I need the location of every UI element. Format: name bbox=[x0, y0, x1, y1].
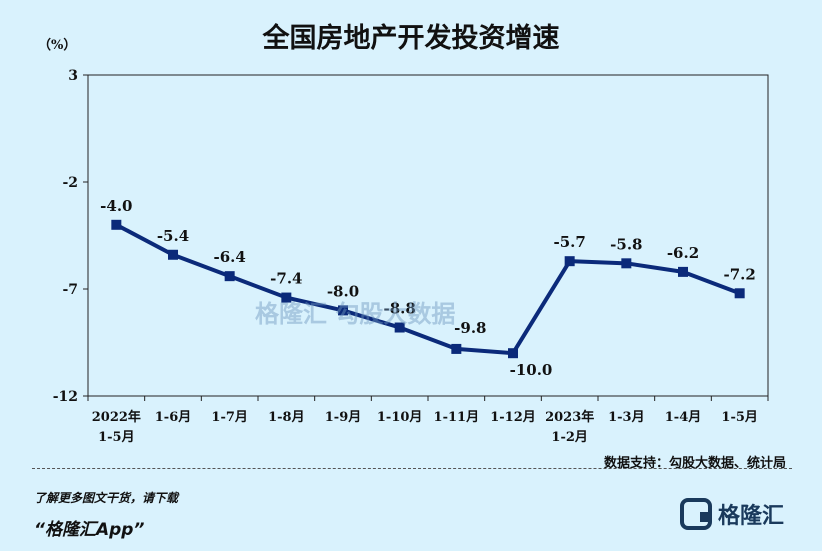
brand-logo: 格隆汇 bbox=[680, 492, 784, 536]
data-point bbox=[338, 305, 348, 316]
series-line bbox=[115, 223, 741, 356]
data-point bbox=[734, 288, 745, 299]
data-point bbox=[224, 271, 235, 282]
data-label: -6.2 bbox=[667, 244, 699, 262]
y-tick-label: -12 bbox=[53, 389, 78, 405]
footer-divider bbox=[32, 468, 792, 469]
y-tick-label: -2 bbox=[62, 175, 78, 191]
x-tick-label: 1-7月 bbox=[211, 410, 248, 425]
data-point bbox=[451, 343, 462, 354]
x-tick-label: 1-5月 bbox=[721, 410, 758, 425]
data-point bbox=[394, 322, 405, 333]
x-tick-label: 1-4月 bbox=[665, 410, 702, 425]
promo-app-name: “格隆汇App” bbox=[34, 520, 145, 540]
x-tick-label: 1-9月 bbox=[325, 410, 362, 425]
chart-title: 全国房地产开发投资增速 bbox=[262, 23, 560, 54]
data-point bbox=[621, 258, 632, 269]
data-label: -5.4 bbox=[157, 227, 189, 245]
data-point bbox=[678, 266, 688, 277]
x-tick-label: 1-10月 bbox=[377, 410, 423, 425]
data-point bbox=[508, 348, 518, 359]
x-tick-label: 1-12月 bbox=[490, 410, 536, 425]
x-tick-label: 1-11月 bbox=[434, 410, 480, 425]
data-label: -4.0 bbox=[100, 197, 132, 215]
x-tick-label: 2023年 bbox=[545, 409, 594, 425]
x-tick-label: 1-6月 bbox=[155, 410, 192, 425]
x-tick-label: 1-5月 bbox=[98, 430, 135, 445]
plot-frame bbox=[87, 74, 769, 397]
x-tick-label: 1-3月 bbox=[608, 410, 645, 425]
data-label: -9.8 bbox=[454, 319, 486, 337]
data-point bbox=[281, 292, 292, 303]
x-tick-label: 1-8月 bbox=[268, 410, 305, 425]
x-tick-label: 1-2月 bbox=[551, 430, 588, 445]
data-label: -7.2 bbox=[724, 265, 756, 283]
data-label: -8.0 bbox=[327, 282, 359, 300]
data-label: -6.4 bbox=[214, 248, 246, 266]
x-tick-label: 2022年 bbox=[92, 409, 141, 425]
data-label: -5.8 bbox=[610, 235, 642, 253]
promo-line: 了解更多图文干货，请下载 bbox=[34, 491, 179, 505]
y-tick-label: 3 bbox=[68, 68, 78, 84]
data-label: -10.0 bbox=[510, 361, 553, 379]
data-label: -8.8 bbox=[384, 300, 416, 318]
logo-text: 格隆汇 bbox=[718, 504, 785, 529]
data-label: -7.4 bbox=[270, 270, 302, 288]
y-tick-label: -7 bbox=[62, 282, 78, 298]
watermark: 格隆汇 勾股大数据 bbox=[255, 300, 456, 328]
data-point bbox=[168, 249, 178, 260]
data-point bbox=[564, 256, 575, 267]
y-axis-unit: （%） bbox=[38, 38, 77, 53]
data-point bbox=[111, 219, 122, 230]
logo-icon bbox=[680, 498, 712, 530]
data-label: -5.7 bbox=[554, 233, 586, 251]
data-source: 数据支持：勾股大数据、统计局 bbox=[603, 456, 786, 471]
